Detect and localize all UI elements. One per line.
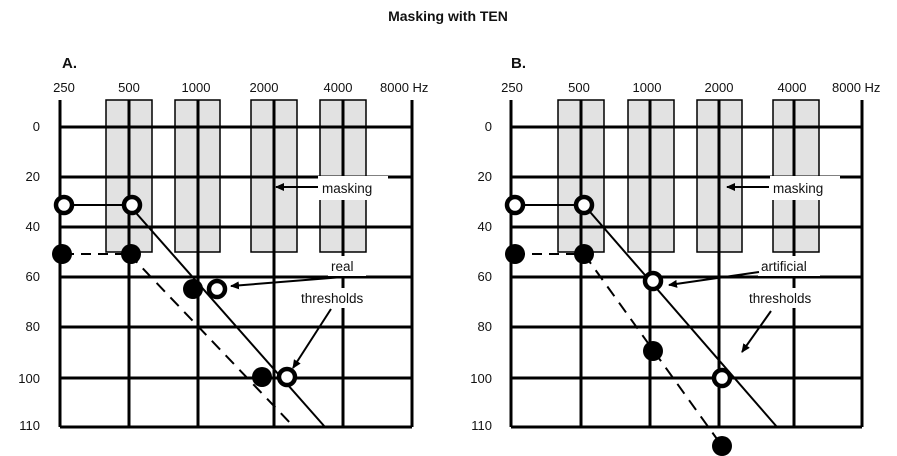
db-label: 80	[26, 319, 40, 334]
filled-threshold-marker	[643, 341, 663, 361]
filled-threshold-marker	[574, 244, 594, 264]
panel-b-freq-labels: 250 500 1000 2000 4000 8000 Hz	[501, 80, 880, 95]
unmasked-threshold-line	[128, 253, 295, 428]
artificial-arrow	[668, 271, 760, 288]
db-label: 0	[485, 119, 492, 134]
thresholds-arrow	[741, 310, 772, 353]
open-threshold-marker	[711, 367, 733, 389]
db-label: 80	[478, 319, 492, 334]
panel-a-open-markers	[53, 194, 298, 388]
thresholds-label: thresholds	[301, 291, 364, 306]
panel-b-annotations: masking artificial thresholds	[668, 176, 840, 353]
open-threshold-marker	[206, 278, 228, 300]
masking-label: masking	[322, 181, 372, 196]
filled-threshold-marker	[712, 436, 732, 456]
freq-label: 1000	[182, 80, 211, 95]
panel-b-filled-markers	[505, 244, 732, 456]
masking-label: masking	[773, 181, 823, 196]
freq-label: 2000	[705, 80, 734, 95]
freq-label: 500	[118, 80, 140, 95]
db-label: 20	[478, 169, 492, 184]
panel-b-db-labels: 0 20 40 60 80 100 110	[470, 119, 492, 433]
db-label: 110	[19, 418, 40, 433]
filled-threshold-marker	[121, 244, 141, 264]
panel-b-grid	[509, 100, 864, 429]
db-label: 40	[478, 219, 492, 234]
panel-b-label: B.	[511, 55, 526, 72]
masked-threshold-line	[583, 204, 778, 428]
figure-title: Masking with TEN	[388, 8, 508, 24]
thresholds-label: thresholds	[749, 291, 812, 306]
freq-label: 8000 Hz	[832, 80, 880, 95]
open-threshold-marker	[642, 270, 664, 292]
freq-label: 2000	[250, 80, 279, 95]
db-label: 40	[26, 219, 40, 234]
db-label: 0	[33, 119, 40, 134]
real-label: real	[331, 259, 354, 274]
db-label: 100	[18, 371, 40, 386]
panel-a-annotations: masking real thresholds	[230, 176, 388, 369]
real-arrow	[230, 276, 344, 290]
db-label: 60	[26, 269, 40, 284]
filled-threshold-marker	[252, 367, 272, 387]
panel-b: B. 250 500 1000 2000 4000 8000 Hz 0 20 4…	[470, 55, 880, 456]
open-threshold-marker	[276, 366, 298, 388]
thresholds-arrow	[292, 308, 332, 369]
db-label: 20	[26, 169, 40, 184]
freq-label: 1000	[633, 80, 662, 95]
artificial-label: artificial	[761, 259, 807, 274]
panel-a-freq-labels: 250 500 1000 2000 4000 8000 Hz	[53, 80, 428, 95]
filled-threshold-marker	[183, 279, 203, 299]
panel-a-threshold-lines	[64, 204, 326, 428]
db-label: 100	[470, 371, 492, 386]
freq-label: 500	[568, 80, 590, 95]
panel-a-db-labels: 0 20 40 60 80 100 110	[18, 119, 40, 433]
filled-threshold-marker	[505, 244, 525, 264]
freq-label: 4000	[324, 80, 353, 95]
db-label: 110	[471, 418, 492, 433]
panel-a: A. 250 500 1000 2000 4000 8000 Hz 0 20 4…	[18, 55, 428, 433]
panel-b-open-markers	[504, 194, 733, 389]
freq-label: 250	[53, 80, 75, 95]
filled-threshold-marker	[52, 244, 72, 264]
open-threshold-marker	[504, 194, 526, 216]
masked-threshold-line	[128, 204, 326, 428]
panel-a-filled-markers	[52, 244, 272, 387]
panel-b-threshold-lines	[515, 204, 778, 447]
db-label: 60	[478, 269, 492, 284]
open-threshold-marker	[573, 194, 595, 216]
open-threshold-marker	[53, 194, 75, 216]
freq-label: 4000	[778, 80, 807, 95]
panel-a-label: A.	[62, 55, 77, 72]
freq-label: 250	[501, 80, 523, 95]
open-threshold-marker	[121, 194, 143, 216]
freq-label: 8000 Hz	[380, 80, 428, 95]
